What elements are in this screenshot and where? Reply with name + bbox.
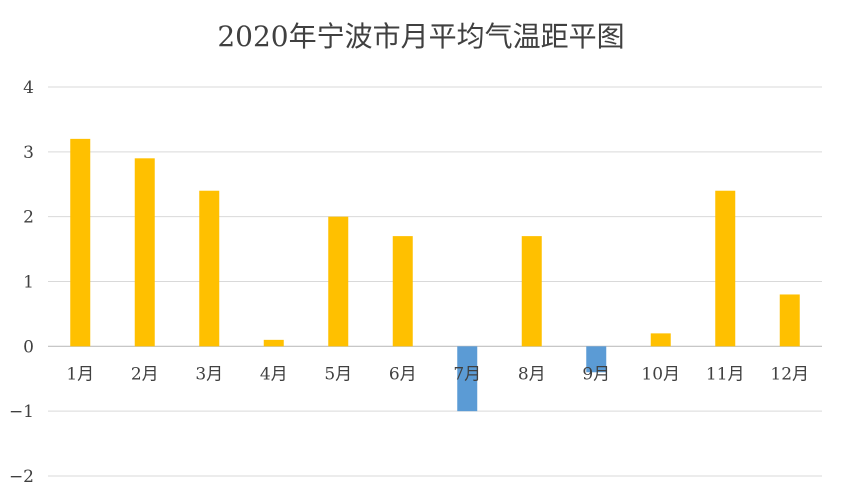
x-category-label: 10月 — [641, 364, 680, 384]
y-tick-label: 4 — [23, 78, 34, 98]
x-category-label: 9月 — [582, 364, 610, 384]
y-tick-label: −1 — [9, 402, 34, 422]
x-axis-categories: 1月 2月 3月 4月 5月 6月 7月 8月 9月 10月 11月 12月 — [66, 364, 809, 384]
y-axis-ticks: 4 3 2 1 0 −1 −2 — [9, 78, 34, 487]
bar-12 — [779, 294, 800, 347]
y-tick-label: 1 — [23, 273, 34, 293]
x-category-label: 12月 — [770, 364, 809, 384]
bars — [70, 138, 800, 412]
x-category-label: 7月 — [453, 364, 481, 384]
x-category-label: 8月 — [518, 364, 546, 384]
x-category-label: 3月 — [195, 364, 223, 384]
bar-8 — [521, 236, 542, 347]
x-category-label: 4月 — [260, 364, 288, 384]
bar-7 — [457, 346, 478, 412]
x-category-label: 2月 — [131, 364, 159, 384]
bar-1 — [70, 138, 91, 347]
gridlines — [48, 86, 822, 477]
x-category-label: 1月 — [66, 364, 94, 384]
bar-3 — [199, 190, 220, 347]
x-category-label: 6月 — [389, 364, 417, 384]
bar-4 — [263, 339, 284, 347]
x-category-label: 5月 — [324, 364, 352, 384]
y-tick-label: 0 — [23, 337, 34, 357]
bar-5 — [328, 216, 349, 347]
bar-10 — [650, 333, 671, 347]
x-category-label: 11月 — [706, 364, 745, 384]
bar-6 — [392, 236, 413, 347]
y-tick-label: 3 — [23, 143, 34, 163]
bar-2 — [134, 158, 155, 347]
chart-title: 2020年宁波市月平均气温距平图 — [217, 20, 624, 53]
y-tick-label: 2 — [23, 208, 34, 228]
bar-9 — [586, 346, 607, 373]
y-tick-label: −2 — [9, 467, 34, 487]
bar-11 — [715, 190, 736, 347]
